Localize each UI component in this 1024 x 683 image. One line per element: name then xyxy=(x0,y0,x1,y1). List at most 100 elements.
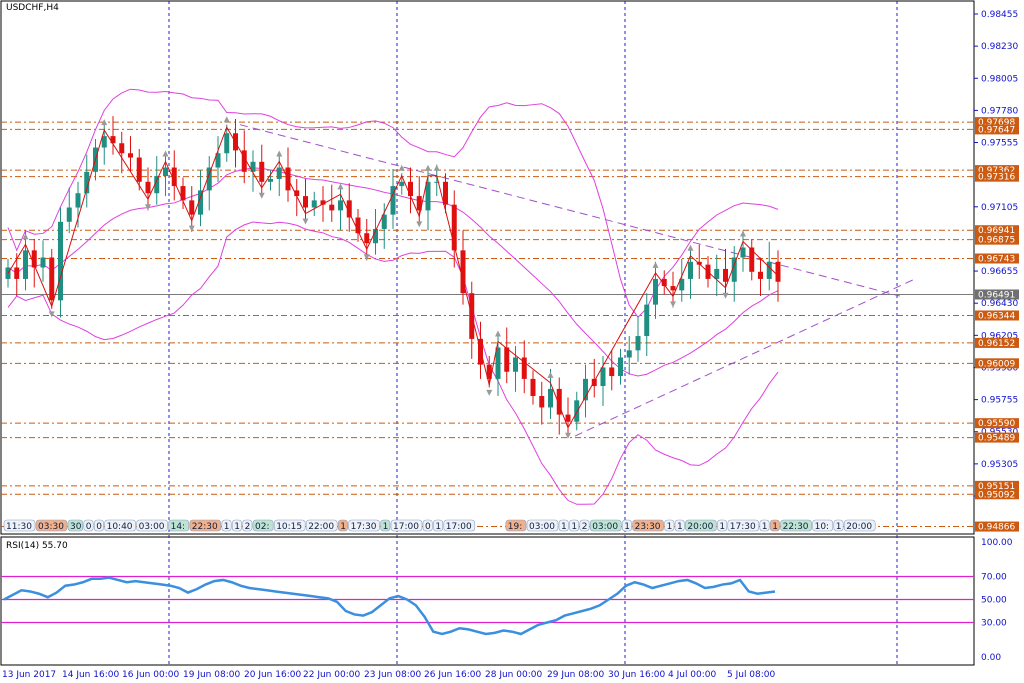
level-tag-label: 0.96344 xyxy=(978,311,1015,321)
fractal-up-icon xyxy=(337,183,344,190)
date-label: 28 Jun 00:00 xyxy=(485,670,542,680)
candle xyxy=(600,356,606,407)
time-tag-bg xyxy=(433,519,444,532)
candle-body xyxy=(408,181,413,197)
candle xyxy=(180,177,186,209)
time-tag-bg xyxy=(674,519,685,532)
time-tag-bg xyxy=(242,519,253,532)
time-tag-label: 20:00 xyxy=(687,522,713,532)
candle-body xyxy=(364,233,370,244)
candle xyxy=(119,131,125,174)
candle-body xyxy=(145,181,151,194)
candle-body xyxy=(320,200,326,205)
fractal-down-icon xyxy=(302,218,309,225)
candles xyxy=(5,116,781,437)
candle xyxy=(189,186,195,232)
time-tag-bg xyxy=(168,519,190,532)
candle-body xyxy=(224,133,230,154)
rsi-tick-label: 70.00 xyxy=(981,573,1007,583)
fractal-down-icon xyxy=(363,254,370,261)
time-tag-bg xyxy=(83,519,94,532)
time-tag: 03:00 xyxy=(526,519,559,532)
candle-body xyxy=(766,261,772,279)
time-tag: 1 xyxy=(231,519,242,532)
level-tag-bg xyxy=(975,310,1019,321)
fractal-down-icon xyxy=(565,432,571,439)
time-tag-bg xyxy=(104,519,136,532)
time-tag-bg xyxy=(35,519,68,532)
level-tag-label: 0.96941 xyxy=(978,226,1015,236)
candle-body xyxy=(661,278,667,287)
zigzag-line xyxy=(7,126,779,429)
candle-body xyxy=(775,261,781,282)
candle xyxy=(504,327,510,384)
date-label: 13 Jun 2017 xyxy=(2,670,56,680)
time-tag-bg xyxy=(305,519,338,532)
candle-body xyxy=(294,190,300,197)
candle xyxy=(626,336,632,375)
candle-body xyxy=(679,278,685,291)
candle-body xyxy=(723,268,728,282)
candle-body xyxy=(626,350,632,358)
candle xyxy=(338,188,343,231)
level-tag: 0.95489 xyxy=(975,432,1019,444)
time-tag: 1 xyxy=(433,519,444,532)
candle xyxy=(101,121,107,165)
candle xyxy=(539,381,545,425)
window-title: USDCHF,H4 xyxy=(4,3,61,13)
time-tag-label: 1 xyxy=(719,522,725,532)
level-tag-bg xyxy=(975,480,1019,491)
candle-body xyxy=(574,400,580,422)
candle-body xyxy=(495,347,501,379)
fractal-markers xyxy=(22,116,746,439)
time-tag-label: 1 xyxy=(762,522,768,532)
time-tag-bg xyxy=(231,519,242,532)
candle-body xyxy=(443,181,448,205)
level-tag-label: 0.95590 xyxy=(978,419,1015,429)
time-tag: 10:40 xyxy=(104,519,136,532)
candle xyxy=(66,187,72,234)
candle-body xyxy=(635,336,641,351)
candle xyxy=(329,184,335,222)
candle-body xyxy=(416,196,422,211)
level-tag: 0.97647 xyxy=(975,124,1019,135)
level-tag-bg xyxy=(975,521,1019,532)
trendlines xyxy=(239,124,916,437)
candle xyxy=(591,358,597,398)
time-tag: 1 xyxy=(717,519,728,532)
time-tag-label: 1 xyxy=(571,522,577,532)
candle xyxy=(136,148,142,191)
time-tag-label: 11:30 xyxy=(6,522,32,532)
time-tag: 22:30 xyxy=(189,519,222,532)
rsi-panel[interactable] xyxy=(0,536,975,666)
time-tag-label: 0 xyxy=(86,522,92,532)
candle-body xyxy=(268,178,273,182)
candle-body xyxy=(530,378,536,397)
time-tag: 11:30 xyxy=(3,519,36,532)
time-tag-label: 1 xyxy=(667,522,673,532)
candle-body xyxy=(749,247,755,272)
current-price-tag-label: 0.96491 xyxy=(978,290,1015,300)
candle-body xyxy=(136,157,142,182)
level-tag: 0.97316 xyxy=(975,171,1019,183)
candle xyxy=(364,218,370,261)
candle xyxy=(163,156,168,197)
candle-body xyxy=(259,161,265,182)
fractal-up-icon xyxy=(22,233,29,240)
time-tag-bg xyxy=(443,519,476,532)
level-tag-label: 0.95489 xyxy=(978,434,1015,444)
time-tag: 30 xyxy=(67,519,84,532)
band-upper xyxy=(7,88,779,318)
level-tag: 0.97698 xyxy=(975,117,1019,128)
time-tag: 03:30 xyxy=(35,519,68,532)
time-tag-bg xyxy=(337,519,348,532)
price-panel[interactable] xyxy=(0,0,975,535)
time-tag: 0 xyxy=(93,519,104,532)
candle xyxy=(128,136,133,172)
time-tag-bg xyxy=(717,519,728,532)
candle-body xyxy=(609,367,615,377)
time-tag-label: 03:00 xyxy=(139,522,165,532)
time-tag-label: 0 xyxy=(425,522,431,532)
candle-body xyxy=(688,261,693,279)
